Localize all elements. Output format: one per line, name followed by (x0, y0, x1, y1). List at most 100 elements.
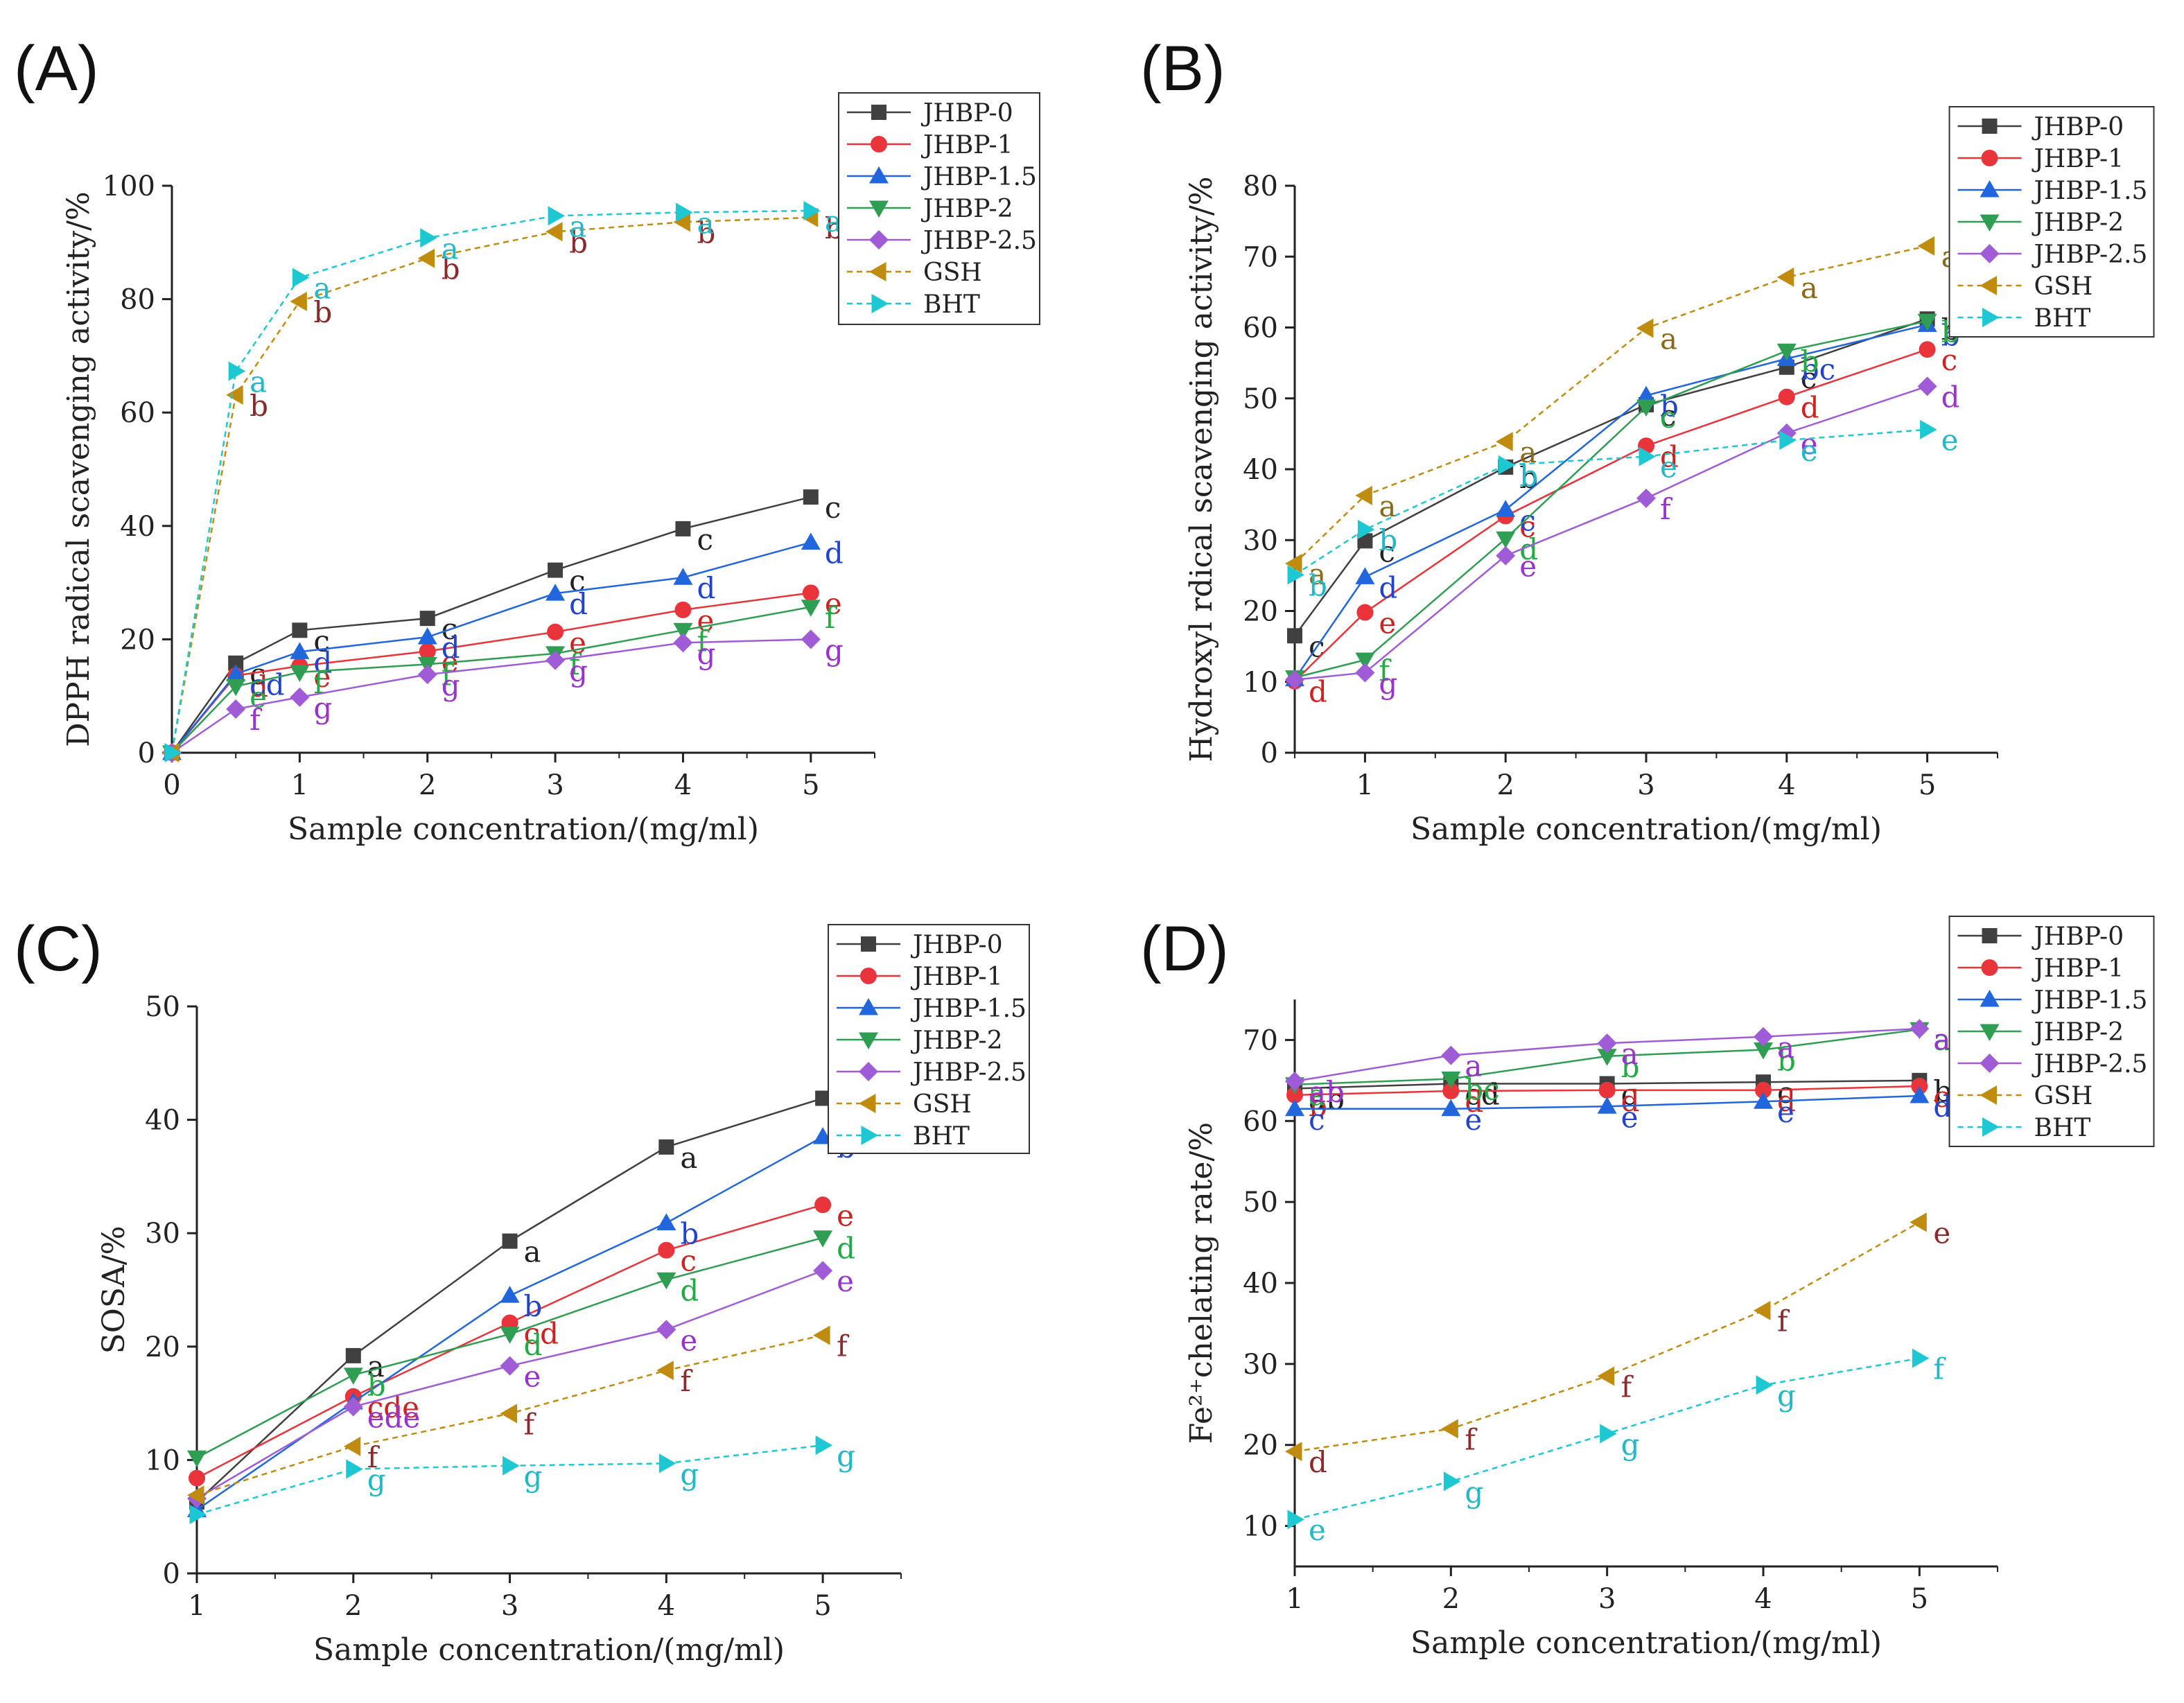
legend-marker (1982, 1117, 2000, 1137)
y-tick-label: 40 (120, 511, 155, 543)
data-point (1441, 1072, 1461, 1089)
data-point (1496, 432, 1513, 452)
significance-letter: d (569, 587, 588, 621)
legend-label: JHBP-0 (2032, 113, 2124, 141)
legend-marker (861, 1126, 878, 1145)
data-point (500, 1356, 520, 1376)
data-point (290, 687, 310, 707)
significance-letter: f (1379, 654, 1392, 688)
significance-letter: d (1465, 1085, 1483, 1119)
data-point (187, 1485, 204, 1505)
data-point (1597, 1097, 1617, 1114)
panel-tag: (B) (1140, 33, 1225, 104)
significance-letter: f (1465, 1422, 1478, 1456)
data-point (1597, 1049, 1617, 1066)
significance-letter: a (250, 365, 267, 399)
legend-marker (1980, 244, 2000, 263)
significance-letter: e (1309, 1513, 1326, 1547)
y-tick-label: 30 (1243, 1349, 1278, 1381)
series-line-bht (196, 1444, 823, 1516)
x-tick-label: 5 (802, 769, 819, 801)
data-point (545, 222, 563, 242)
y-tick-label: 20 (1243, 1430, 1278, 1462)
significance-letter: d (1309, 675, 1327, 709)
y-axis-title: SOSA/% (96, 1226, 132, 1354)
data-point (673, 212, 690, 232)
legend-label: JHBP-0 (920, 99, 1013, 128)
significance-letter: b (1801, 344, 1819, 378)
legend-marker (869, 230, 889, 250)
panel-d-chart: (D) 1 2 3 4 5 10 20 30 40 50 60 70 Sample concentrati… (1140, 914, 2155, 1661)
significance-letter: c (1933, 1080, 1950, 1114)
significance-letter: ede (367, 1401, 421, 1435)
data-point (500, 1327, 520, 1344)
significance-letter: e (697, 604, 714, 638)
data-point (345, 1347, 361, 1363)
legend: JHBP-0 JHBP-1 JHBP-1.5 JHBP-2 JHBP-2.5 GSH BHT (828, 924, 1030, 1154)
y-tick-label: 80 (120, 284, 155, 316)
data-point (417, 627, 437, 645)
data-point (228, 361, 246, 381)
y-tick-label: 40 (145, 1105, 180, 1137)
legend-marker (1980, 214, 2000, 232)
x-tick-label: 5 (814, 1590, 831, 1622)
significance-letter: b (250, 389, 268, 423)
panel-tag: (C) (14, 914, 103, 984)
data-point (813, 1325, 830, 1345)
significance-letter: b (1379, 523, 1397, 557)
data-point (1355, 652, 1375, 670)
legend-label: JHBP-1 (2032, 954, 2124, 983)
data-point (801, 629, 821, 649)
data-point (1441, 1045, 1461, 1065)
significance-letter: f (524, 1407, 537, 1441)
legend-marker (1981, 959, 1998, 976)
significance-letter: e (1933, 1216, 1950, 1250)
series-line-jhbp-2 (1294, 320, 1928, 679)
panel-tag: (D) (1140, 914, 1229, 984)
significance-letter: a (1309, 557, 1326, 591)
significance-letter: b (313, 295, 332, 329)
significance-letter: a (1660, 322, 1677, 356)
y-tick-label: 50 (145, 991, 180, 1023)
x-tick-label: 2 (1496, 769, 1514, 801)
significance-letter: ab (1309, 1075, 1345, 1109)
data-point (1754, 1027, 1773, 1047)
significance-letter: c (1379, 534, 1395, 568)
series-line-jhbp-1-5 (1293, 324, 1928, 680)
significance-letter: e (680, 1323, 697, 1357)
data-point (343, 1436, 361, 1456)
significance-letter: b (1519, 459, 1538, 493)
panel-a-chart: (A) 0 1 2 3 4 5 0 20 40 60 80 100 Sample concentratio… (14, 33, 1040, 847)
data-point (1917, 376, 1937, 396)
data-point (813, 1261, 833, 1281)
significance-letter: f (825, 601, 838, 635)
legend-marker (1982, 308, 2000, 327)
data-point (1355, 663, 1375, 683)
significance-letter: e (1660, 451, 1677, 484)
legend-label: JHBP-2 (910, 1027, 1003, 1055)
significance-letter: e (837, 1198, 854, 1232)
data-point (226, 385, 243, 405)
data-point (1917, 313, 1937, 331)
y-tick-label: 0 (1261, 737, 1278, 769)
data-point (548, 562, 564, 578)
data-point (675, 521, 691, 536)
data-point (420, 228, 437, 248)
significance-letter: b (524, 1289, 543, 1323)
significance-letter: e (1941, 423, 1959, 457)
significance-letter: f (697, 624, 710, 658)
data-point (656, 1320, 676, 1340)
x-tick-label: 4 (658, 1590, 675, 1622)
data-point (802, 584, 819, 602)
significance-letter: d (1309, 1445, 1327, 1479)
legend: JHBP-0 JHBP-1 JHBP-1.5 JHBP-2 JHBP-2.5 GSH BHT (1948, 916, 2155, 1147)
significance-letter: f (837, 1329, 850, 1363)
data-point (547, 623, 564, 640)
data-point (189, 1469, 205, 1487)
significance-letter: g (825, 633, 844, 667)
data-point (815, 1435, 833, 1456)
data-point (1357, 519, 1375, 539)
data-point (290, 642, 310, 659)
legend-label: JHBP-1 (920, 131, 1013, 159)
significance-letter: d (442, 631, 460, 665)
